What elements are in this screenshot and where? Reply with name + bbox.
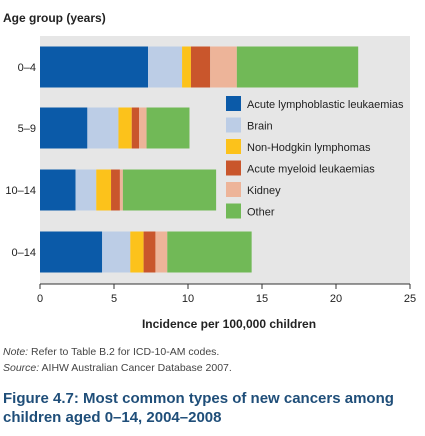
bar-segment-1-1 [40,46,149,88]
legend-swatch [226,182,241,197]
bar-segment-1-4 [190,46,211,88]
source-label: Source: [3,361,40,374]
y-tick-label: 0–4 [18,62,36,74]
legend-swatch [226,117,241,133]
note-text: Refer to Table B.2 for ICD-10-AM codes. [28,346,220,358]
y-tick-label: 10–14 [5,185,36,197]
bar-segment-4-4 [143,231,156,273]
x-tick-label: 20 [330,293,342,305]
figure-caption: Figure 4.7: Most common types of new can… [3,390,394,426]
x-tick-label: 10 [182,293,194,305]
x-tick-label: 0 [37,293,43,305]
bar-segment-4-3 [130,231,144,273]
legend-swatch [226,160,241,176]
x-tick-label: 15 [256,293,268,305]
x-tick-label: 25 [404,293,416,305]
bar-segment-3-5 [119,169,123,211]
bar-segment-2-4 [131,107,140,149]
source-text: AIHW Australian Cancer Database 2007. [39,361,232,374]
legend-label: Other [247,207,275,219]
bar-segment-3-3 [96,169,112,211]
legend-swatch [226,96,241,111]
bar-segment-2-2 [87,107,119,149]
bar-segment-2-1 [40,107,88,149]
note-label: Note: [3,346,29,358]
bar-segment-1-6 [236,46,359,88]
legend-label: Kidney [247,185,281,197]
bar-segment-2-5 [139,107,147,149]
legend-label: Non-Hodgkin lymphomas [247,142,371,154]
x-axis-title: Incidence per 100,000 children [142,317,316,331]
legend-label: Acute myeloid leukaemias [247,164,375,176]
bar-segment-2-3 [118,107,132,149]
note-line: Note: Refer to Table B.2 for ICD-10-AM c… [3,345,418,361]
bar-segment-4-6 [167,231,252,273]
bar-segment-3-6 [122,169,217,211]
bar-segment-3-4 [111,169,120,211]
bar-segment-3-2 [75,169,97,211]
bar-segment-4-1 [40,231,103,273]
y-axis-title: Age group (years) [3,11,106,25]
bar-segment-4-5 [155,231,168,273]
bar-segment-1-2 [148,46,183,88]
bar-segment-1-5 [210,46,237,88]
y-tick-label: 5–9 [18,123,36,135]
x-tick-label: 5 [111,293,117,305]
notes-block: Note: Refer to Table B.2 for ICD-10-AM c… [3,345,418,376]
legend-label: Brain [247,121,273,133]
bar-segment-4-2 [102,231,131,273]
legend-swatch [226,139,241,154]
bar-segment-3-1 [40,169,76,211]
stacked-bar-chart: 0–4 5–9 10–14 0–14 Age group (years) 0 5 10 15 2… [3,11,416,331]
bar-segment-1-3 [182,46,191,88]
legend-swatch [226,203,241,219]
y-tick-label: 0–14 [12,247,36,259]
source-line: Source: AIHW Australian Cancer Database … [3,361,418,377]
legend-label: Acute lymphoblastic leukaemias [247,99,404,111]
bar-segment-2-6 [146,107,190,149]
